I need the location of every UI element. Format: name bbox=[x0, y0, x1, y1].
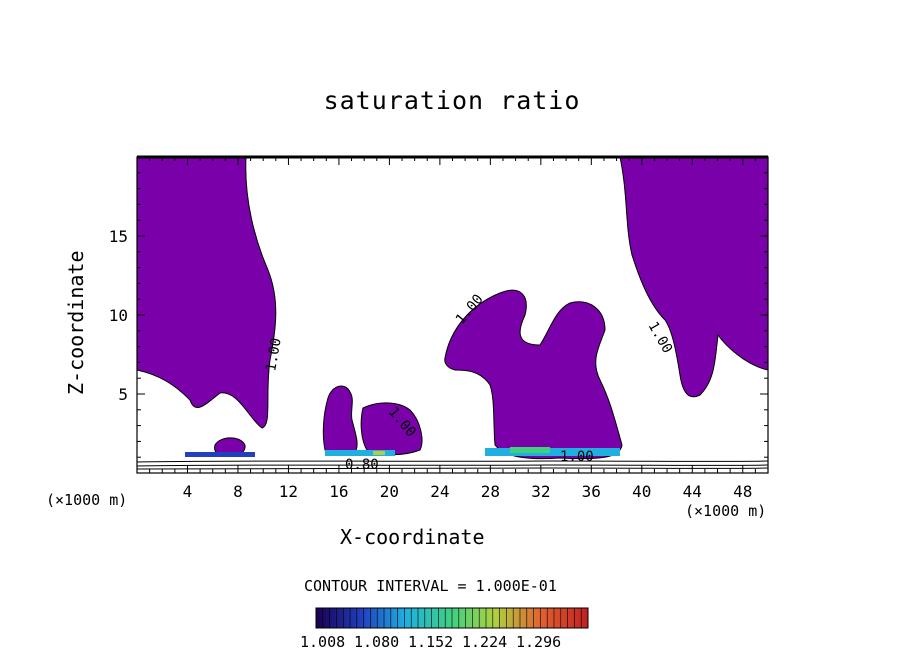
contour-fills bbox=[137, 157, 768, 470]
low-band-right bbox=[485, 448, 620, 456]
colorbar-tick-label: 1.296 bbox=[516, 633, 562, 651]
x-tick-label: 8 bbox=[233, 482, 243, 501]
contour-interval-text: CONTOUR INTERVAL = 1.000E-01 bbox=[304, 577, 557, 595]
y-tick-label: 15 bbox=[109, 227, 128, 246]
x-axis-ticks: 4 8 12 16 20 24 28 32 36 40 44 48 bbox=[149, 157, 756, 501]
x-unit-label-left: (×1000 m) bbox=[46, 491, 128, 509]
colorbar-ticks bbox=[322, 608, 582, 628]
x-tick-label: 16 bbox=[329, 482, 348, 501]
contour-label: 1.00 bbox=[560, 449, 594, 465]
saturation-region-small-b bbox=[360, 402, 423, 456]
colorbar-tick-label: 1.152 bbox=[408, 633, 454, 651]
chart-title: saturation ratio bbox=[323, 86, 581, 115]
x-tick-label: 32 bbox=[531, 482, 550, 501]
x-tick-label: 28 bbox=[481, 482, 500, 501]
x-tick-label: 36 bbox=[582, 482, 601, 501]
x-tick-label: 24 bbox=[430, 482, 449, 501]
colorbar-tick-label: 1.008 bbox=[300, 633, 346, 651]
contour-label: 1.00 bbox=[263, 337, 285, 373]
low-band-yellow bbox=[373, 451, 385, 455]
y-axis-ticks: 5 10 15 bbox=[109, 172, 768, 458]
x-tick-label: 48 bbox=[733, 482, 752, 501]
low-band-left bbox=[185, 452, 255, 457]
x-unit-label-right: (×1000 m) bbox=[685, 502, 767, 520]
y-axis-label: Z-coordinate bbox=[64, 250, 88, 396]
x-tick-label: 40 bbox=[632, 482, 651, 501]
x-tick-label: 12 bbox=[279, 482, 298, 501]
saturation-region-right bbox=[619, 157, 768, 398]
colorbar-tick-label: 1.080 bbox=[354, 633, 400, 651]
saturation-region-small-a bbox=[322, 385, 358, 456]
low-band-right-green bbox=[510, 447, 550, 453]
x-tick-label: 44 bbox=[683, 482, 702, 501]
saturation-region-left bbox=[137, 157, 277, 429]
x-axis-label: X-coordinate bbox=[340, 525, 485, 549]
y-tick-label: 10 bbox=[109, 306, 128, 325]
colorbar-tick-label: 1.224 bbox=[462, 633, 508, 651]
x-tick-label: 20 bbox=[380, 482, 399, 501]
contour-label: 0.80 bbox=[345, 457, 379, 473]
saturation-region-center bbox=[444, 289, 623, 460]
low-band-mid bbox=[325, 450, 395, 456]
x-tick-label: 4 bbox=[183, 482, 193, 501]
y-tick-label: 5 bbox=[118, 385, 128, 404]
